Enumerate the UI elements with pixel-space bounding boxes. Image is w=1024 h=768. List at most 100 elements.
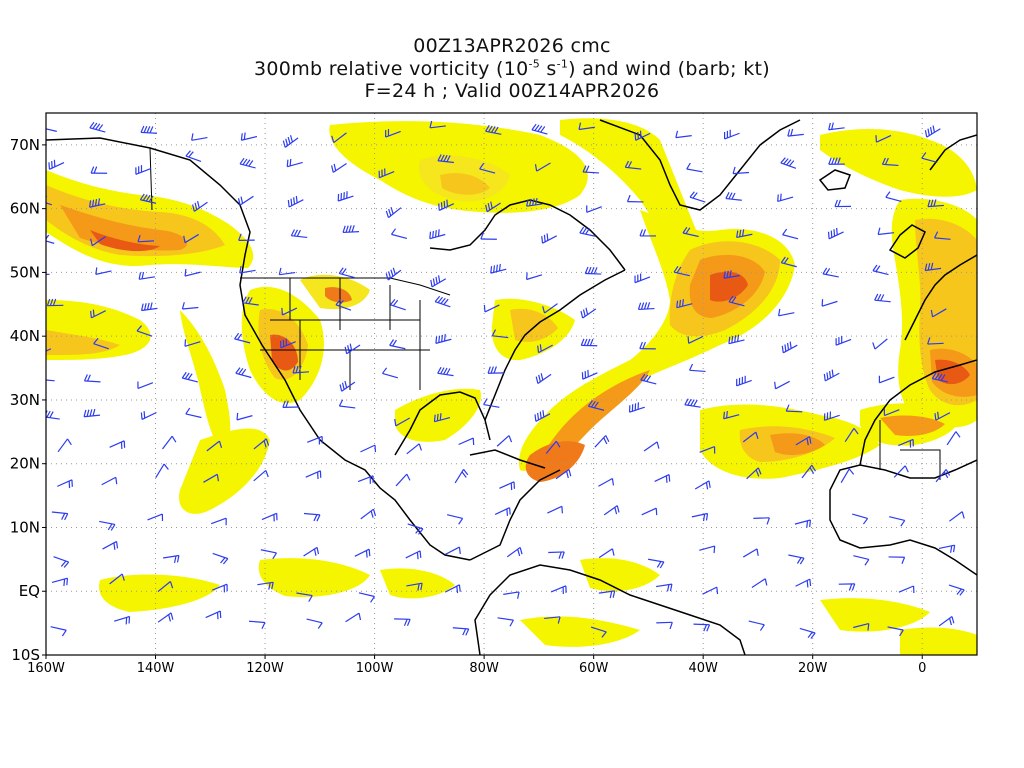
- wind-barb: [83, 374, 101, 383]
- title-exp-2: -1: [556, 57, 569, 71]
- wind-barb: [723, 270, 740, 279]
- wind-barb: [676, 299, 693, 309]
- wind-barb: [648, 558, 665, 569]
- wind-barb: [534, 410, 551, 422]
- wind-barb: [542, 303, 558, 314]
- wind-barb: [541, 233, 558, 244]
- vorticity-shading: [46, 118, 977, 655]
- wind-barb: [184, 269, 201, 277]
- wind-barb: [135, 165, 152, 175]
- wind-barb: [239, 157, 256, 169]
- wind-barb: [358, 592, 375, 603]
- lat-lon-gridlines: [46, 113, 977, 655]
- wind-barb: [46, 298, 64, 307]
- wind-barb: [753, 517, 770, 525]
- wind-barb: [844, 427, 859, 442]
- wind-barb: [429, 120, 446, 129]
- wind-barb: [723, 410, 740, 420]
- wind-barb: [689, 363, 706, 373]
- lat-label: 10N: [10, 518, 40, 536]
- wind-barb: [746, 467, 762, 480]
- title-field-mid: s: [540, 58, 557, 80]
- wind-barb: [893, 465, 909, 478]
- wind-barb: [586, 205, 602, 213]
- wind-barb: [184, 339, 201, 347]
- wind-barb: [598, 477, 615, 487]
- wind-barb: [823, 369, 840, 382]
- wind-barb: [136, 325, 153, 337]
- wind-barb: [406, 443, 422, 455]
- wind-barb: [828, 122, 845, 131]
- wind-barb: [835, 336, 852, 346]
- wind-barb: [480, 232, 497, 240]
- wind-barb: [155, 463, 169, 478]
- lon-label: 0: [918, 661, 926, 676]
- wind-barb: [927, 199, 944, 208]
- wind-barb: [342, 225, 360, 234]
- wind-barb: [53, 556, 70, 568]
- wind-barb: [140, 302, 158, 312]
- wind-barb: [699, 545, 716, 554]
- wind-barb: [51, 511, 69, 521]
- wind-barb: [261, 512, 278, 522]
- wind-barb: [634, 273, 651, 284]
- wind-barb: [699, 446, 716, 454]
- wind-barb: [526, 197, 543, 207]
- wind-barb: [438, 199, 455, 211]
- wind-barb: [303, 512, 321, 522]
- wind-barb: [305, 470, 322, 480]
- wind-barb: [780, 157, 797, 169]
- wind-barb: [331, 162, 347, 173]
- wind-barb: [548, 551, 565, 559]
- wind-barb: [385, 207, 402, 219]
- wind-barb: [582, 165, 600, 174]
- wind-barb: [643, 441, 660, 452]
- wind-barb: [555, 468, 572, 480]
- wind-barb: [799, 627, 816, 639]
- wind-barb: [853, 623, 870, 631]
- wind-barb: [723, 129, 740, 140]
- wind-barb: [290, 229, 308, 239]
- wind-barb: [924, 262, 942, 272]
- wind-barb: [354, 548, 371, 558]
- wind-barb: [429, 229, 446, 240]
- wind-barb: [183, 233, 200, 244]
- wind-barb: [303, 546, 320, 557]
- wind-barb: [345, 612, 362, 623]
- wind-barb: [162, 435, 177, 450]
- us-canada-border: [240, 277, 451, 296]
- wind-barb: [587, 400, 605, 411]
- wind-barb: [83, 408, 101, 418]
- wind-barb: [888, 556, 906, 564]
- wind-barb: [385, 128, 401, 138]
- wind-barb: [684, 398, 701, 408]
- wind-barb: [774, 380, 790, 390]
- wind-barb: [307, 435, 323, 445]
- wind-barb: [547, 505, 563, 514]
- wind-barb: [444, 584, 461, 594]
- title-field-suffix: ) and wind (barb; kt): [568, 58, 770, 80]
- wind-barb: [282, 400, 299, 409]
- lat-label: 10S: [11, 646, 40, 664]
- wind-barb: [248, 620, 266, 630]
- wind-barb: [686, 162, 703, 173]
- atlantic-coast: [484, 269, 626, 421]
- wind-barb: [89, 121, 106, 133]
- lat-label: EQ: [19, 582, 40, 600]
- wind-barb: [296, 592, 313, 602]
- wind-barb: [838, 583, 856, 591]
- wind-barb: [702, 586, 719, 595]
- wind-barb: [46, 379, 55, 382]
- wind-barb: [834, 199, 851, 208]
- wind-barb: [90, 309, 106, 319]
- wind-barb: [544, 616, 561, 624]
- wind-barb: [795, 578, 812, 588]
- wind-barb: [211, 583, 228, 593]
- wind-barb: [191, 133, 208, 141]
- wind-barb: [239, 266, 256, 274]
- lon-label: 140W: [137, 661, 175, 676]
- wind-barb: [487, 366, 505, 374]
- wind-barb: [163, 554, 180, 563]
- wind-barb: [637, 302, 655, 311]
- wind-barb: [934, 231, 951, 240]
